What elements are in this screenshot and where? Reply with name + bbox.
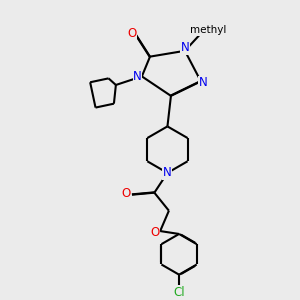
Text: O: O (127, 27, 136, 40)
Text: N: N (133, 70, 142, 83)
Text: N: N (163, 167, 172, 179)
Text: N: N (181, 41, 189, 54)
Text: O: O (150, 226, 160, 239)
Text: methyl: methyl (190, 26, 226, 35)
Text: O: O (122, 187, 131, 200)
Text: Cl: Cl (174, 286, 185, 298)
Text: N: N (199, 76, 208, 89)
